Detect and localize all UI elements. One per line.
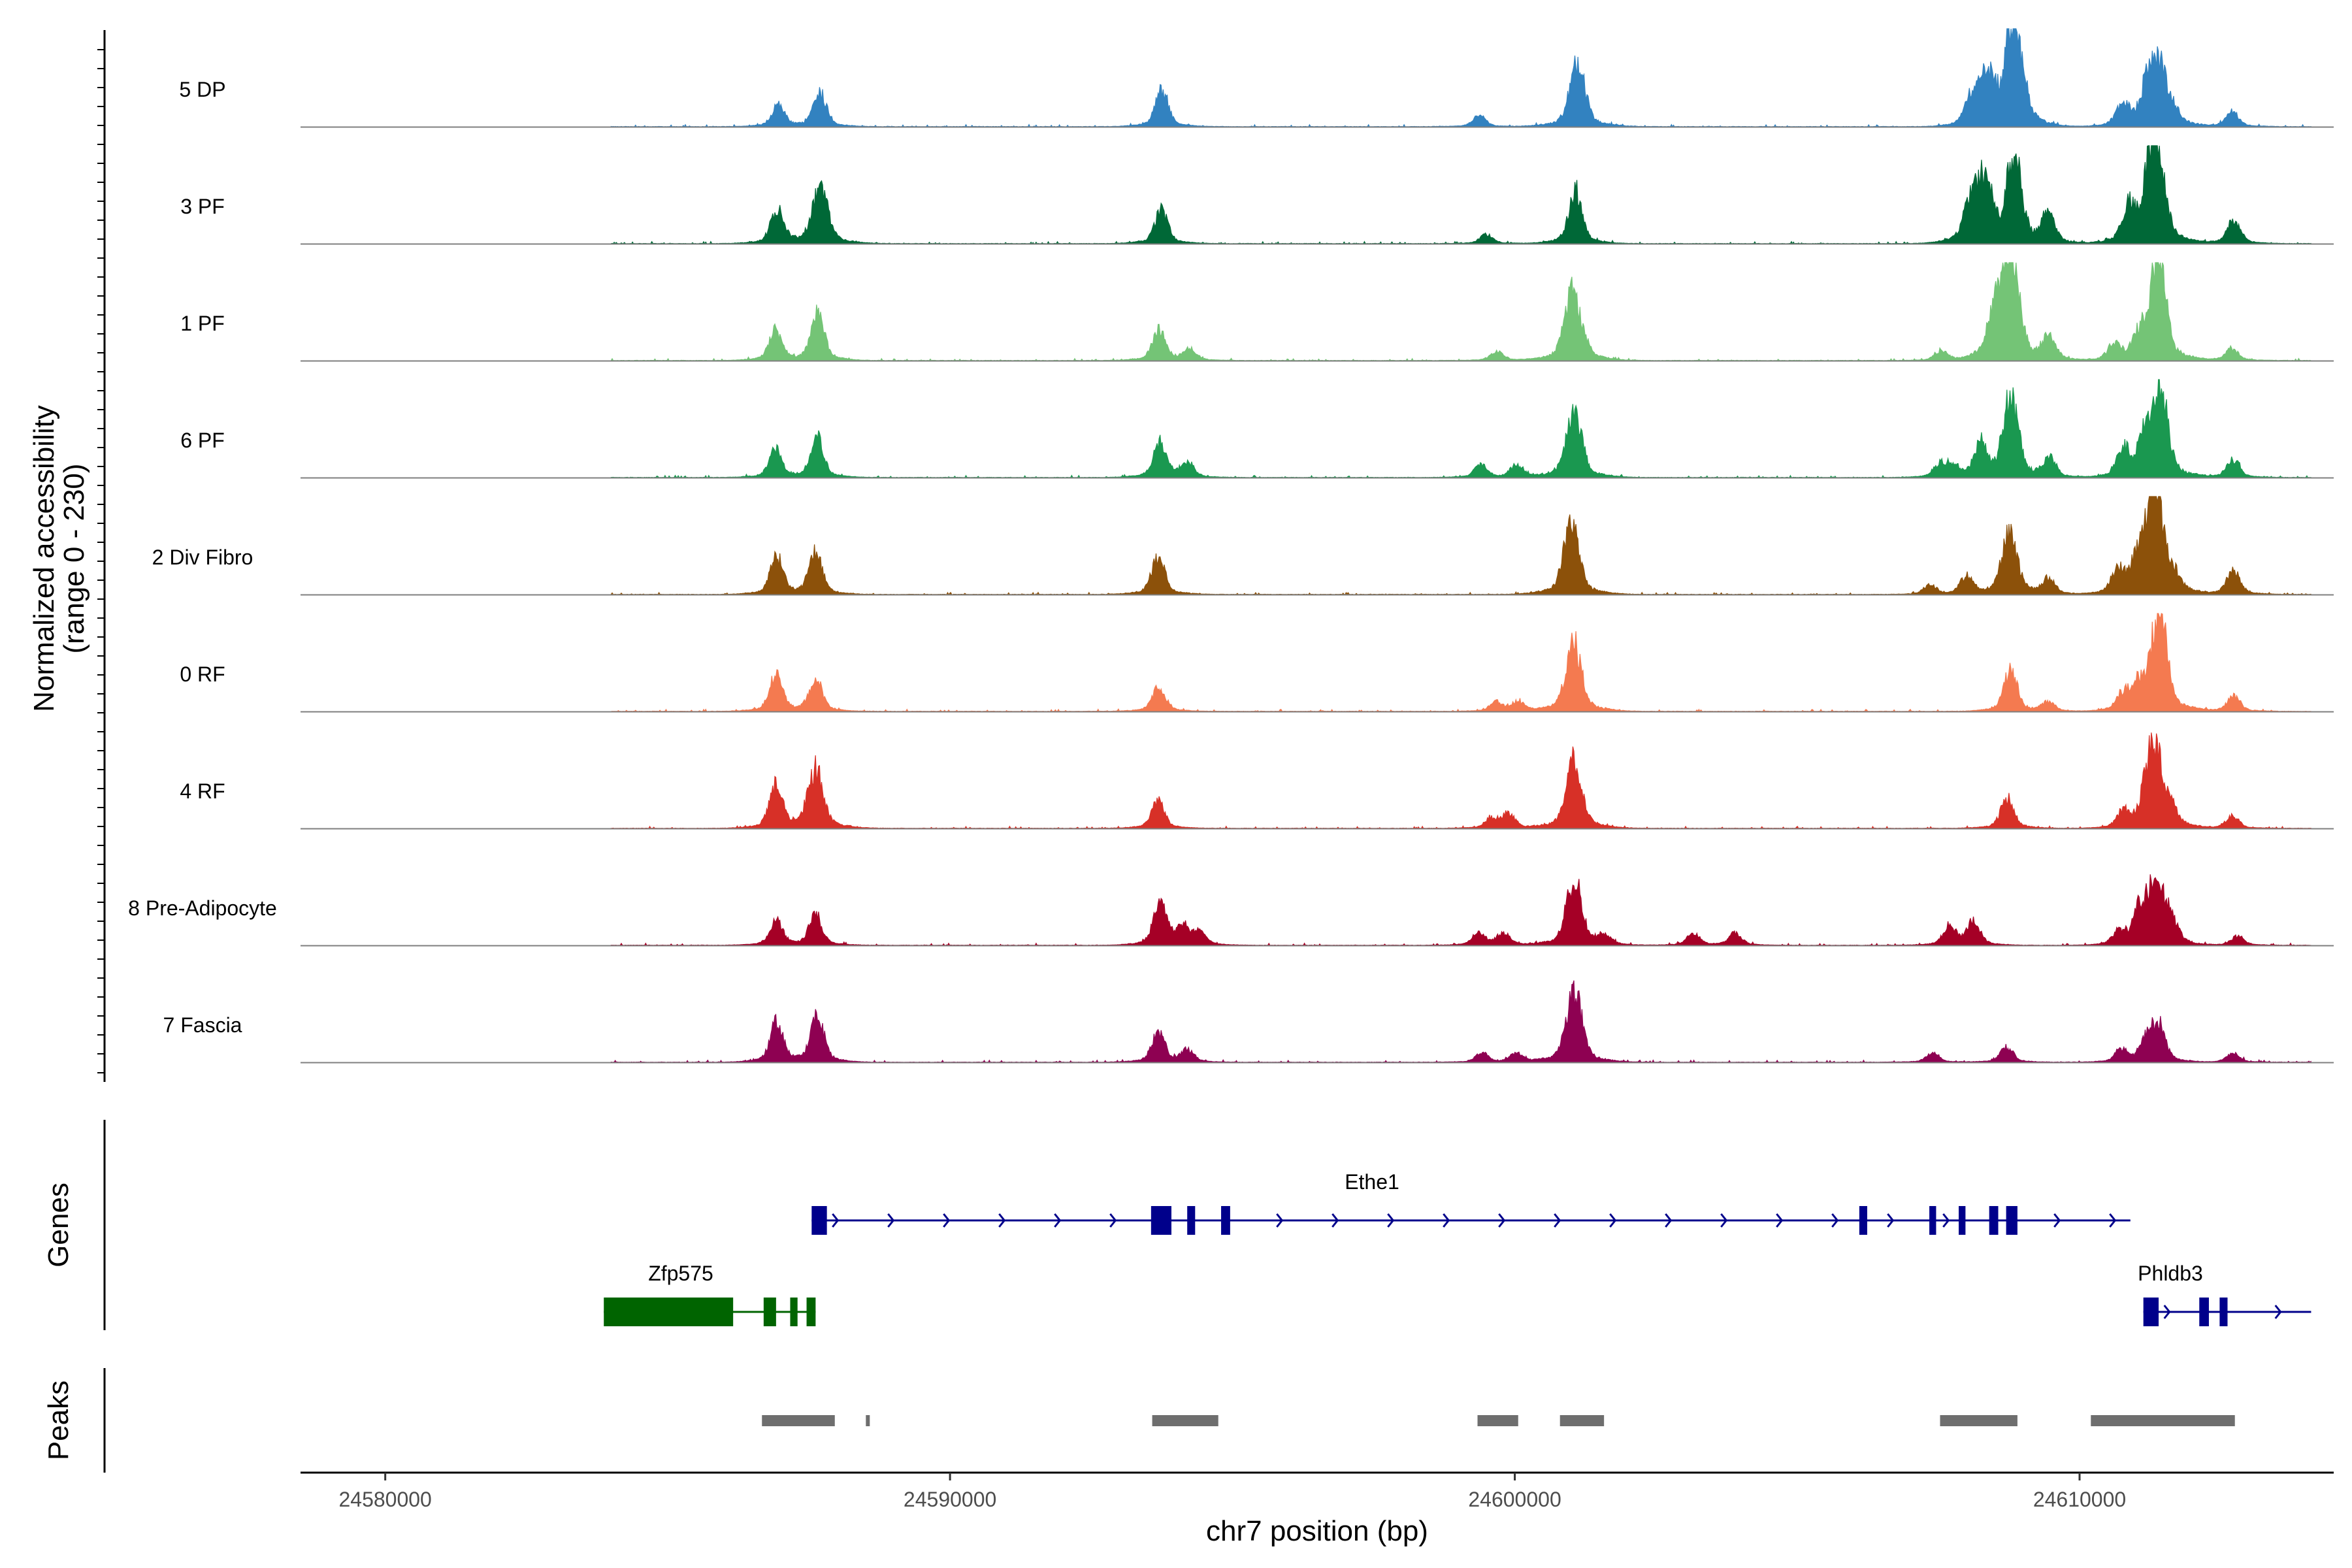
genes-panel-title: Genes xyxy=(42,1183,74,1267)
gene-exon xyxy=(2199,1298,2209,1326)
coverage-area xyxy=(610,874,2311,946)
gene-exon xyxy=(2006,1206,2017,1235)
coverage-track: 3 PF xyxy=(180,145,2334,245)
track-label: 8 Pre-Adipocyte xyxy=(128,896,277,920)
coverage-track: 6 PF xyxy=(180,379,2334,479)
strand-arrow xyxy=(1720,1213,1728,1228)
strand-arrow xyxy=(2274,1305,2282,1319)
gene-exon xyxy=(811,1206,827,1235)
x-axis-ticks: 24580000 24590000 24600000 24610000 xyxy=(338,1473,2126,1511)
gene-exon xyxy=(2219,1298,2228,1326)
gene-exon xyxy=(790,1298,798,1326)
gene-exon xyxy=(1221,1206,1230,1235)
x-tick-label: 24580000 xyxy=(338,1488,431,1511)
x-tick-label: 24610000 xyxy=(2033,1488,2126,1511)
peak-region xyxy=(1477,1415,1518,1426)
coverage-track: 1 PF xyxy=(180,262,2334,362)
track-label: 4 RF xyxy=(180,779,225,803)
coverage-track: 4 RF xyxy=(180,732,2334,830)
gene-exon xyxy=(604,1298,734,1326)
gene-exon xyxy=(2143,1298,2159,1326)
coverage-track: 2 Div Fibro xyxy=(152,496,2334,596)
strand-arrow xyxy=(832,1213,840,1228)
gene-annotation-track: Ethe1 Zfp575 Phldb3 xyxy=(604,1170,2311,1326)
peak-region xyxy=(1560,1415,1605,1426)
coverage-track: 0 RF xyxy=(180,613,2334,713)
strand-arrow xyxy=(1887,1213,1895,1228)
coverage-area xyxy=(610,262,2311,361)
gene-exon xyxy=(806,1298,816,1326)
gene-exon xyxy=(1187,1206,1196,1235)
track-label: 0 RF xyxy=(180,662,225,686)
coverage-area xyxy=(610,732,2312,829)
y-axis-range: (range 0 - 230) xyxy=(58,463,90,653)
coverage-area xyxy=(610,379,2312,478)
peak-region xyxy=(762,1415,835,1426)
peaks-panel-title: Peaks xyxy=(42,1380,74,1460)
x-axis-title: chr7 position (bp) xyxy=(1206,1515,1428,1547)
peak-region xyxy=(1940,1415,2017,1426)
coverage-track: 8 Pre-Adipocyte xyxy=(128,874,2334,947)
gene-model: Zfp575 xyxy=(604,1262,816,1326)
coverage-y-minor-ticks xyxy=(97,49,105,1073)
strand-arrow xyxy=(2053,1213,2061,1228)
track-label: 5 DP xyxy=(179,78,225,101)
gene-model: Ethe1 xyxy=(811,1170,2131,1235)
gene-model: Phldb3 xyxy=(2138,1262,2311,1326)
gene-exon xyxy=(1959,1206,1966,1235)
track-label: 2 Div Fibro xyxy=(152,546,253,569)
strand-arrow xyxy=(1609,1213,1617,1228)
strand-arrow xyxy=(1109,1213,1117,1228)
gene-exon xyxy=(1929,1206,1936,1235)
gene-exon xyxy=(763,1298,776,1326)
track-label: 6 PF xyxy=(180,429,225,452)
peak-region-track xyxy=(762,1415,2235,1426)
strand-arrow xyxy=(1831,1213,1839,1228)
strand-arrow xyxy=(1387,1213,1395,1228)
gene-name-label: Phldb3 xyxy=(2138,1262,2203,1285)
strand-arrow xyxy=(1665,1213,1673,1228)
coverage-area xyxy=(611,613,2313,713)
strand-arrow xyxy=(887,1213,895,1228)
strand-arrow xyxy=(2109,1213,2117,1228)
coverage-area xyxy=(610,28,2312,127)
x-tick-label: 24600000 xyxy=(1468,1488,1561,1511)
gene-exon xyxy=(1989,1206,1999,1235)
strand-arrow xyxy=(1443,1213,1450,1228)
strand-arrow xyxy=(1498,1213,1506,1228)
strand-arrow xyxy=(1554,1213,1561,1228)
strand-arrow xyxy=(943,1213,951,1228)
strand-arrow xyxy=(1331,1213,1339,1228)
track-label: 1 PF xyxy=(180,312,225,335)
peak-region xyxy=(2091,1415,2235,1426)
coverage-track: 5 DP xyxy=(179,28,2334,128)
peak-region xyxy=(1152,1415,1218,1426)
coverage-track: 7 Fascia xyxy=(163,980,2334,1064)
coverage-area xyxy=(610,496,2312,596)
gene-name-label: Zfp575 xyxy=(648,1262,713,1285)
gene-exon xyxy=(1151,1206,1171,1235)
track-label: 3 PF xyxy=(180,195,225,218)
strand-arrow xyxy=(998,1213,1006,1228)
strand-arrow xyxy=(1276,1213,1284,1228)
gene-exon xyxy=(1859,1206,1867,1235)
strand-arrow xyxy=(1054,1213,1062,1228)
gene-name-label: Ethe1 xyxy=(1345,1170,1399,1194)
track-label: 7 Fascia xyxy=(163,1013,242,1037)
coverage-area xyxy=(610,980,2312,1063)
y-axis-title: Normalized accessibility xyxy=(28,405,60,711)
coverage-tracks: 5 DP 3 PF 1 PF 6 PF 2 Div Fibro 0 RF 4 RF 8 Pre… xyxy=(128,28,2334,1064)
coverage-area xyxy=(610,145,2312,245)
strand-arrow xyxy=(2163,1305,2171,1319)
x-tick-label: 24590000 xyxy=(904,1488,996,1511)
strand-arrow xyxy=(1776,1213,1784,1228)
peak-region xyxy=(866,1415,870,1426)
strand-arrow xyxy=(1942,1213,1950,1228)
